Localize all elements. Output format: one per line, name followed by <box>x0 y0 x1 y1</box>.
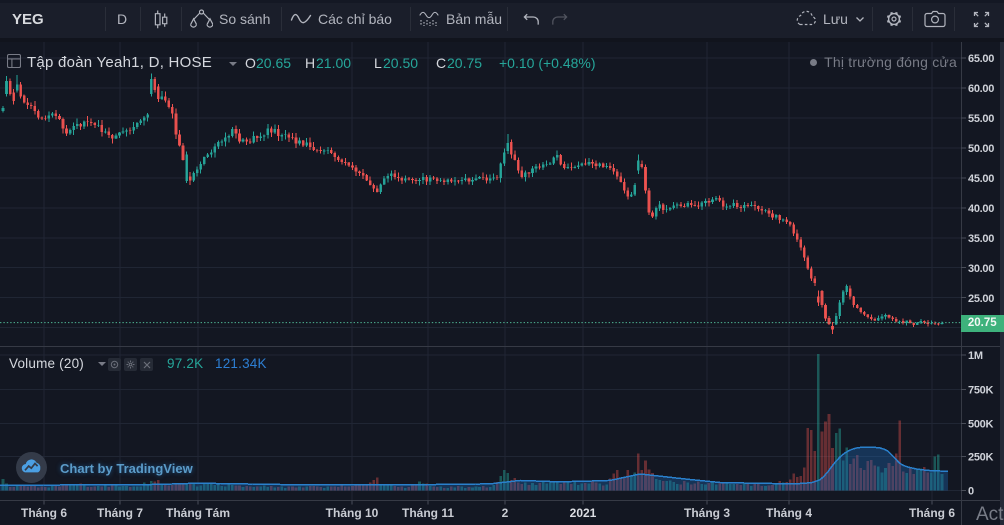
svg-text:25.00: 25.00 <box>968 293 994 305</box>
svg-text:65.00: 65.00 <box>968 53 994 65</box>
svg-text:Tháng 6: Tháng 6 <box>909 506 955 520</box>
svg-text:60.00: 60.00 <box>968 83 994 95</box>
svg-text:2: 2 <box>502 506 509 520</box>
svg-text:Tháng 6: Tháng 6 <box>21 506 67 520</box>
svg-text:30.00: 30.00 <box>968 263 994 275</box>
svg-text:55.00: 55.00 <box>968 113 994 125</box>
svg-text:Tháng 10: Tháng 10 <box>326 506 379 520</box>
svg-text:35.00: 35.00 <box>968 233 994 245</box>
svg-text:750K: 750K <box>968 385 993 397</box>
svg-text:Tháng 11: Tháng 11 <box>402 506 454 520</box>
svg-text:50.00: 50.00 <box>968 143 994 155</box>
svg-text:1M: 1M <box>968 350 983 362</box>
svg-text:2021: 2021 <box>570 506 597 520</box>
svg-text:Tháng 3: Tháng 3 <box>684 506 730 520</box>
svg-text:Tháng 7: Tháng 7 <box>97 506 143 520</box>
svg-text:0: 0 <box>968 486 974 498</box>
svg-text:500K: 500K <box>968 419 993 431</box>
svg-text:Tháng Tám: Tháng Tám <box>166 506 230 520</box>
svg-text:40.00: 40.00 <box>968 203 994 215</box>
svg-text:45.00: 45.00 <box>968 173 994 185</box>
svg-text:Tháng 4: Tháng 4 <box>766 506 812 520</box>
svg-text:250K: 250K <box>968 452 993 464</box>
